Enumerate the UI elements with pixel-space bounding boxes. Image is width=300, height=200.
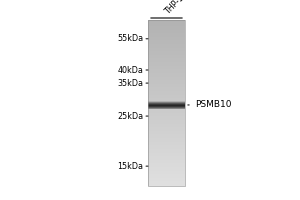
Text: 25kDa: 25kDa — [117, 112, 143, 121]
Text: 55kDa: 55kDa — [117, 34, 143, 43]
Text: THP-1: THP-1 — [163, 0, 186, 16]
Text: PSMB10: PSMB10 — [195, 100, 232, 109]
Text: 15kDa: 15kDa — [117, 162, 143, 171]
Bar — [148, 20, 185, 186]
Text: 40kDa: 40kDa — [117, 66, 143, 75]
Text: 35kDa: 35kDa — [117, 79, 143, 88]
